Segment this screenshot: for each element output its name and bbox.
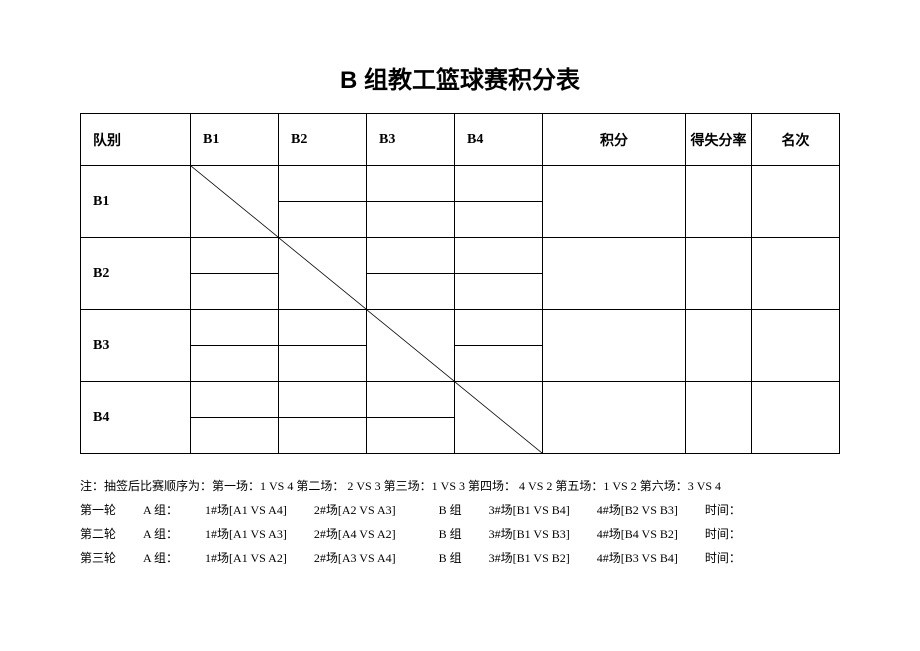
round-row: 第三轮 A 组： 1#场[A1 VS A2] 2#场[A3 VS A4] B 组…: [80, 546, 840, 570]
round-row: 第二轮 A 组： 1#场[A1 VS A3] 2#场[A4 VS A2] B 组…: [80, 522, 840, 546]
match-b1: 3#场[B1 VS B4]: [489, 498, 570, 522]
cell: [455, 238, 543, 274]
diag-b1: [191, 166, 279, 238]
round-label: 第二轮: [80, 522, 116, 546]
cell-ratio: [686, 310, 752, 382]
cell: [367, 166, 455, 202]
round-label: 第三轮: [80, 546, 116, 570]
header-ratio: 得失分率: [686, 114, 752, 166]
header-score: 积分: [543, 114, 686, 166]
match-a1: 1#场[A1 VS A3]: [205, 522, 287, 546]
group-b-label: B 组: [439, 522, 462, 546]
cell: [367, 202, 455, 238]
time-label: 时间：: [705, 498, 741, 522]
match-a2: 2#场[A2 VS A3]: [314, 498, 396, 522]
group-b-label: B 组: [439, 498, 462, 522]
cell: [279, 310, 367, 346]
group-a-label: A 组：: [143, 546, 178, 570]
cell: [279, 202, 367, 238]
group-a-label: A 组：: [143, 522, 178, 546]
cell-score: [543, 166, 686, 238]
table-row: B4: [81, 382, 840, 418]
cell-ratio: [686, 382, 752, 454]
cell: [367, 418, 455, 454]
row-b2: B2: [81, 238, 191, 310]
round-row: 第一轮 A 组： 1#场[A1 VS A4] 2#场[A2 VS A3] B 组…: [80, 498, 840, 522]
match-b2: 4#场[B3 VS B4]: [597, 546, 678, 570]
match-b1: 3#场[B1 VS B2]: [489, 546, 570, 570]
cell: [191, 238, 279, 274]
table-row: B1: [81, 166, 840, 202]
diag-b2: [279, 238, 367, 310]
cell: [367, 274, 455, 310]
diag-b3: [367, 310, 455, 382]
cell: [279, 382, 367, 418]
match-a1: 1#场[A1 VS A2]: [205, 546, 287, 570]
header-b2: B2: [279, 114, 367, 166]
cell-score: [543, 382, 686, 454]
cell: [455, 346, 543, 382]
match-a2: 2#场[A3 VS A4]: [314, 546, 396, 570]
cell-score: [543, 310, 686, 382]
cell-rank: [752, 166, 840, 238]
cell: [191, 418, 279, 454]
match-b1: 3#场[B1 VS B3]: [489, 522, 570, 546]
cell: [191, 274, 279, 310]
header-b1: B1: [191, 114, 279, 166]
match-a1: 1#场[A1 VS A4]: [205, 498, 287, 522]
header-b4: B4: [455, 114, 543, 166]
cell: [191, 310, 279, 346]
cell: [455, 310, 543, 346]
row-b4: B4: [81, 382, 191, 454]
cell: [455, 166, 543, 202]
cell-ratio: [686, 238, 752, 310]
cell: [191, 346, 279, 382]
group-b-label: B 组: [439, 546, 462, 570]
table-row: B2: [81, 238, 840, 274]
cell: [455, 202, 543, 238]
page-title: B 组教工篮球赛积分表: [80, 60, 840, 95]
header-b3: B3: [367, 114, 455, 166]
cell-rank: [752, 238, 840, 310]
cell: [367, 382, 455, 418]
row-b1: B1: [81, 166, 191, 238]
cell: [279, 346, 367, 382]
cell-rank: [752, 310, 840, 382]
diag-b4: [455, 382, 543, 454]
header-rank: 名次: [752, 114, 840, 166]
cell: [279, 166, 367, 202]
score-table: 队别 B1 B2 B3 B4 积分 得失分率 名次 B1: [80, 113, 840, 454]
round-label: 第一轮: [80, 498, 116, 522]
cell: [279, 418, 367, 454]
row-b3: B3: [81, 310, 191, 382]
match-a2: 2#场[A4 VS A2]: [314, 522, 396, 546]
cell: [455, 274, 543, 310]
cell: [191, 382, 279, 418]
header-team: 队别: [81, 114, 191, 166]
cell-rank: [752, 382, 840, 454]
notes-section: 注：抽签后比赛顺序为：第一场：1 VS 4 第二场： 2 VS 3 第三场：1 …: [80, 474, 840, 570]
match-b2: 4#场[B4 VS B2]: [597, 522, 678, 546]
cell-ratio: [686, 166, 752, 238]
cell-score: [543, 238, 686, 310]
table-header-row: 队别 B1 B2 B3 B4 积分 得失分率 名次: [81, 114, 840, 166]
time-label: 时间：: [705, 546, 741, 570]
note-order: 注：抽签后比赛顺序为：第一场：1 VS 4 第二场： 2 VS 3 第三场：1 …: [80, 474, 840, 498]
table-row: B3: [81, 310, 840, 346]
match-b2: 4#场[B2 VS B3]: [597, 498, 678, 522]
time-label: 时间：: [705, 522, 741, 546]
group-a-label: A 组：: [143, 498, 178, 522]
cell: [367, 238, 455, 274]
